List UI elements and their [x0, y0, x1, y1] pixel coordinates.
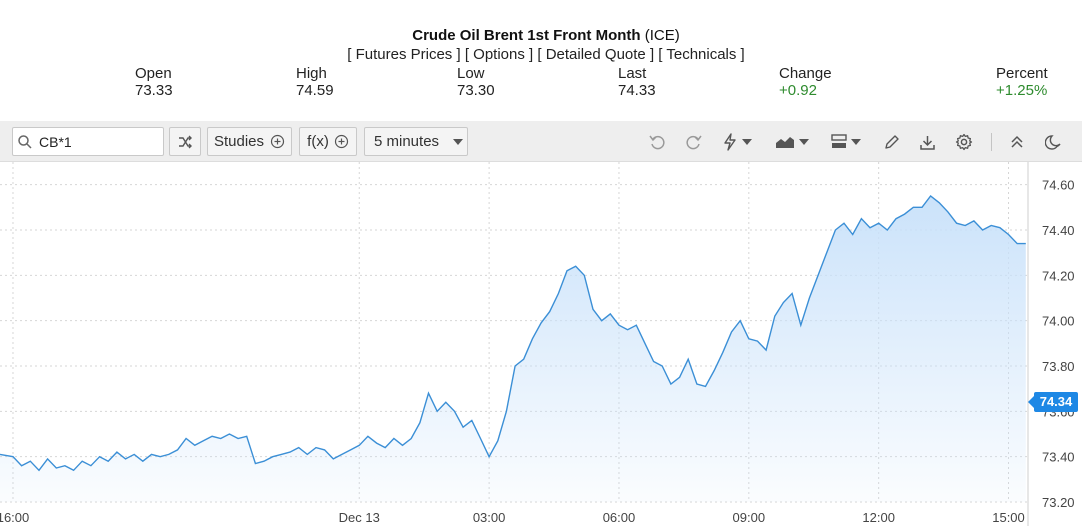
x-tick-label: 15:00 — [992, 510, 1025, 525]
search-icon — [18, 134, 32, 149]
technicals-link[interactable]: [ Technicals ] — [658, 46, 745, 63]
y-tick-label: 74.60 — [1042, 178, 1075, 193]
chart-toolbar: Studies f(x) 5 minutes — [0, 121, 1082, 162]
download-button[interactable] — [919, 132, 936, 152]
gear-icon — [955, 133, 973, 151]
x-tick-label: 12:00 — [862, 510, 895, 525]
quote-last: Last 74.33 — [618, 65, 656, 99]
percent-label: Percent — [996, 65, 1048, 82]
price-line — [0, 195, 1026, 472]
chart-header: Crude Oil Brent 1st Front Month (ICE) [ … — [0, 26, 1092, 64]
symbol-search[interactable] — [12, 127, 164, 156]
quote-links: [ Futures Prices ] [ Options ] [ Detaile… — [0, 45, 1092, 64]
exchange-label: (ICE) — [644, 27, 680, 44]
instrument-name: Crude Oil Brent 1st Front Month — [412, 27, 641, 44]
y-tick-label: 74.00 — [1042, 314, 1075, 329]
instrument-title: Crude Oil Brent 1st Front Month (ICE) — [0, 26, 1092, 45]
quote-low: Low 73.30 — [457, 65, 495, 99]
events-button[interactable] — [722, 132, 752, 152]
y-tick-label: 73.20 — [1042, 495, 1075, 510]
x-tick-label: 03:00 — [473, 510, 506, 525]
interval-label: 5 minutes — [374, 133, 440, 150]
options-link[interactable]: [ Options ] — [464, 46, 534, 63]
chart-style-icon — [776, 137, 794, 148]
price-chart[interactable]: 74.6074.4074.2074.0073.8073.6073.4073.20… — [0, 162, 1092, 526]
symbol-input[interactable] — [39, 133, 149, 150]
low-value: 73.30 — [457, 82, 495, 99]
y-tick-label: 74.40 — [1042, 223, 1075, 238]
fx-label: f(x) — [307, 133, 329, 150]
x-tick-label: 06:00 — [603, 510, 636, 525]
pencil-icon — [885, 134, 899, 149]
quote-high: High 74.59 — [296, 65, 334, 99]
y-tick-label: 73.40 — [1042, 450, 1075, 465]
percent-value: +1.25% — [996, 82, 1048, 99]
download-icon — [920, 135, 935, 150]
undo-button[interactable] — [648, 132, 666, 152]
chevron-down-icon — [851, 139, 861, 145]
y-tick-label: 74.20 — [1042, 268, 1075, 283]
studies-button[interactable]: Studies — [207, 127, 292, 156]
draw-button[interactable] — [883, 132, 900, 152]
chevron-down-icon — [799, 139, 809, 145]
x-tick-label: 09:00 — [733, 510, 766, 525]
change-value: +0.92 — [779, 82, 817, 99]
plus-circle-icon — [270, 134, 285, 149]
low-label: Low — [457, 65, 485, 82]
layout-button[interactable] — [831, 132, 861, 152]
y-tick-label: 73.80 — [1042, 359, 1075, 374]
toolbar-divider — [991, 133, 992, 151]
quote-change: Change +0.92 — [779, 65, 832, 99]
chevron-down-icon — [742, 139, 752, 145]
high-value: 74.59 — [296, 82, 334, 99]
last-label: Last — [618, 65, 647, 82]
collapse-button[interactable] — [1010, 132, 1024, 152]
x-tick-label: 16:00 — [0, 510, 29, 525]
chevron-down-icon — [453, 138, 464, 145]
price-chart-svg[interactable]: 74.6074.4074.2074.0073.8073.6073.4073.20… — [0, 162, 1092, 526]
theme-toggle[interactable] — [1045, 132, 1062, 152]
last-value: 74.33 — [618, 82, 656, 99]
compare-icon — [179, 135, 192, 148]
dark-mode-icon — [1045, 134, 1061, 150]
chart-style-button[interactable] — [775, 132, 809, 152]
settings-button[interactable] — [955, 132, 973, 152]
layout-icon — [831, 134, 847, 148]
open-label: Open — [135, 65, 172, 82]
studies-label: Studies — [213, 133, 265, 150]
quote-open: Open 73.33 — [135, 65, 173, 99]
redo-button[interactable] — [685, 132, 703, 152]
detailed-quote-link[interactable]: [ Detailed Quote ] — [537, 46, 655, 63]
redo-icon — [686, 135, 702, 150]
futures-prices-link[interactable]: [ Futures Prices ] — [347, 46, 461, 63]
functions-button[interactable]: f(x) — [299, 127, 357, 156]
collapse-icon — [1011, 135, 1023, 148]
open-value: 73.33 — [135, 82, 173, 99]
lightning-icon — [724, 133, 736, 151]
price-area — [0, 196, 1026, 502]
plus-circle-icon — [334, 134, 348, 149]
current-price-tag: 74.34 — [1028, 392, 1078, 412]
compare-button[interactable] — [169, 127, 201, 156]
undo-icon — [649, 135, 665, 150]
quote-percent: Percent +1.25% — [996, 65, 1048, 99]
change-label: Change — [779, 65, 832, 82]
high-label: High — [296, 65, 327, 82]
x-tick-label: Dec 13 — [339, 510, 380, 525]
interval-select[interactable]: 5 minutes — [364, 127, 468, 156]
